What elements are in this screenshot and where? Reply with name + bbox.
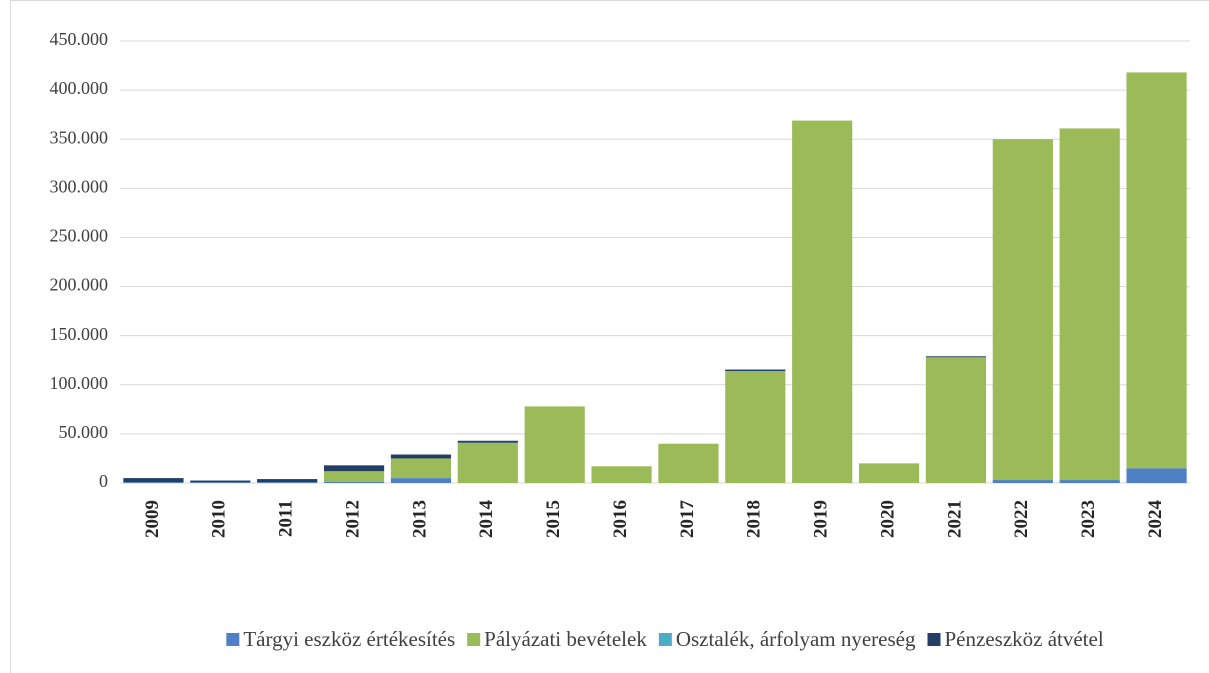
x-tick-label: 2013 <box>409 500 430 538</box>
bar-segment <box>323 471 385 483</box>
bar-segment <box>925 356 987 358</box>
y-tick-label: 300.000 <box>50 176 109 196</box>
x-tick-label: 2011 <box>276 500 297 537</box>
bar-segment <box>457 440 518 443</box>
legend-swatch <box>226 633 240 646</box>
bar-segment <box>792 120 853 483</box>
bar-segment <box>457 442 518 483</box>
bar-segment <box>591 466 652 483</box>
x-tick-label: 2021 <box>944 500 965 538</box>
bar-segment <box>190 482 251 483</box>
bar-segment <box>323 465 385 472</box>
bar-segment <box>1126 72 1187 469</box>
bar-segment <box>257 479 318 483</box>
legend-label: Pénzeszköz átvétel <box>945 627 1104 651</box>
y-tick-label: 150.000 <box>50 324 109 344</box>
x-tick-label: 2014 <box>476 500 497 539</box>
bar-segment <box>524 406 585 483</box>
bar-segment <box>1126 468 1187 483</box>
bar-segment <box>658 443 719 483</box>
bar-segment <box>858 463 920 483</box>
legend-label: Pályázati bevételek <box>484 627 647 651</box>
x-tick-label: 2010 <box>209 500 230 538</box>
bar-segment <box>390 478 452 483</box>
bar-segment <box>992 480 1053 483</box>
bar-segment <box>1059 480 1120 483</box>
x-tick-label: 2012 <box>342 500 363 538</box>
bar-segment <box>123 478 184 483</box>
bar-segment <box>190 480 251 483</box>
legend-swatch <box>467 633 481 646</box>
bar-segment <box>925 357 987 483</box>
legend-swatch <box>658 633 672 646</box>
legend-label: Osztalék, árfolyam nyereség <box>676 627 916 651</box>
bar-segment <box>323 482 385 483</box>
y-tick-label: 100.000 <box>50 373 109 393</box>
bar-segment <box>257 482 318 483</box>
x-tick-label: 2018 <box>744 500 765 538</box>
y-tick-label: 450.000 <box>50 29 109 49</box>
y-tick-label: 250.000 <box>50 226 109 246</box>
bar-segment <box>992 139 1053 481</box>
bar-segment <box>1059 128 1120 481</box>
chart-border <box>10 0 1209 673</box>
x-tick-label: 2016 <box>610 500 631 538</box>
x-tick-label: 2022 <box>1011 500 1032 538</box>
bar-segment <box>725 371 786 483</box>
x-tick-label: 2019 <box>811 500 832 538</box>
x-tick-label: 2020 <box>877 500 898 538</box>
bar-segment <box>725 369 786 372</box>
legend-swatch <box>927 633 941 646</box>
x-tick-label: 2015 <box>543 500 564 538</box>
x-tick-label: 2017 <box>677 500 698 539</box>
bar-segment <box>123 482 184 483</box>
legend-label: Tárgyi eszköz értékesítés <box>243 627 455 651</box>
x-tick-label: 2024 <box>1145 500 1166 539</box>
y-tick-label: 0 <box>99 471 108 491</box>
y-tick-label: 200.000 <box>50 275 109 295</box>
bar-segment <box>390 458 452 479</box>
x-tick-label: 2023 <box>1078 500 1099 538</box>
x-tick-label: 2009 <box>142 500 163 538</box>
y-tick-label: 50.000 <box>59 422 109 442</box>
bar-segment <box>390 454 452 459</box>
y-tick-label: 400.000 <box>50 78 109 98</box>
y-tick-label: 350.000 <box>50 127 109 147</box>
